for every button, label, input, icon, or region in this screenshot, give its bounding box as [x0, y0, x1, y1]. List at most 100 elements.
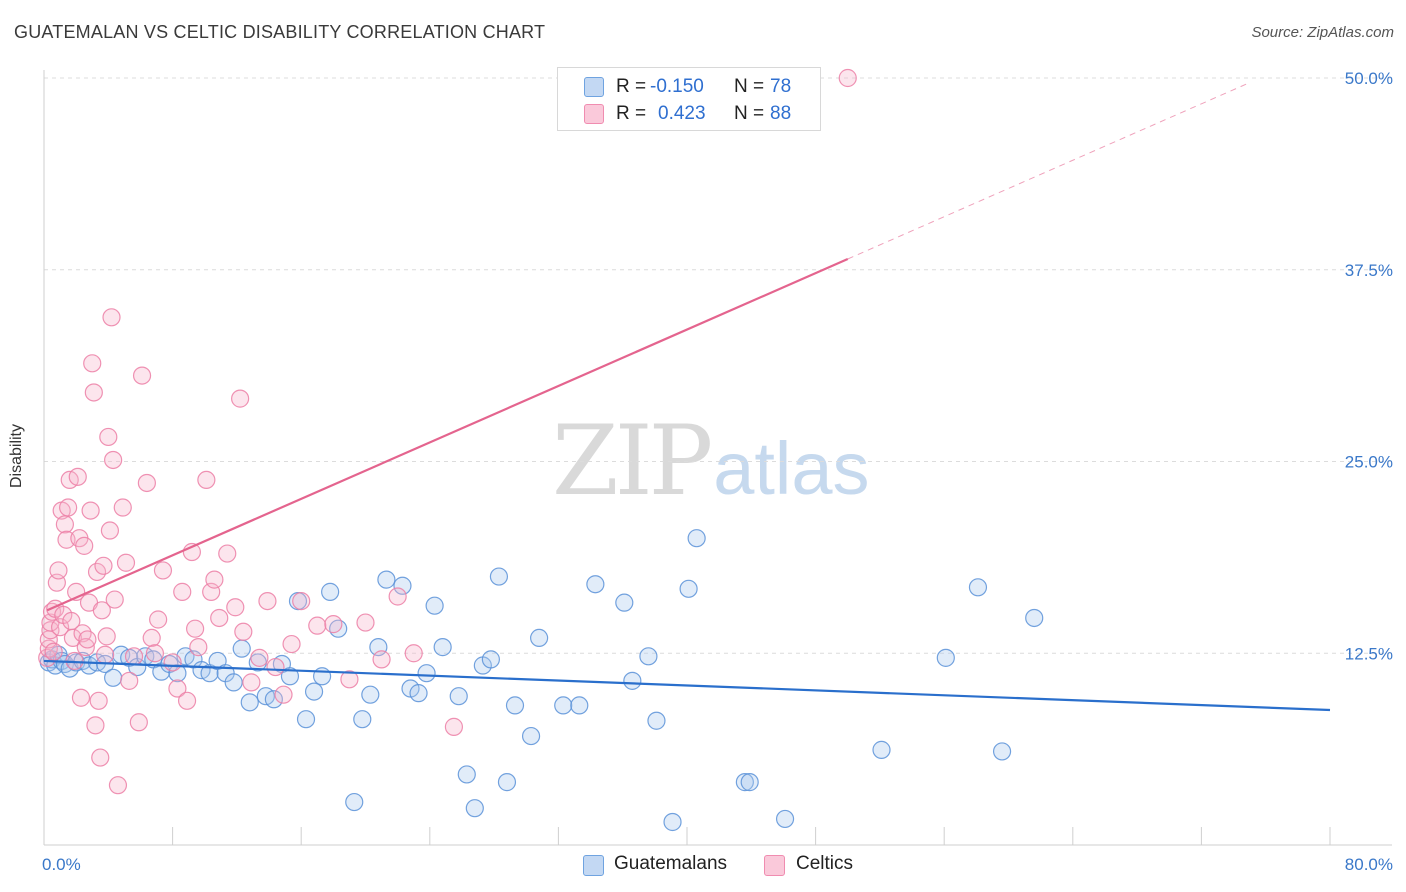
celtics-point: [86, 716, 105, 735]
celtics-point: [78, 630, 97, 649]
guatemalans-point: [417, 664, 436, 683]
y-tick-label: 50.0%: [1345, 69, 1393, 88]
guatemalans-point: [647, 711, 666, 730]
guatemalans-legend-label: Guatemalans: [614, 853, 728, 874]
celtics-point: [145, 644, 165, 663]
celtics-point: [120, 671, 139, 690]
celtics-legend-label: Celtics: [796, 853, 854, 874]
celtics-point: [89, 691, 108, 710]
celtics-point: [197, 470, 216, 490]
guatemalans-point: [554, 696, 573, 715]
y-tick-label: 25.0%: [1345, 453, 1393, 472]
celtics-point: [282, 634, 301, 654]
celtics-point: [113, 498, 132, 517]
guatemalans-legend-swatch: [583, 855, 604, 876]
y-tick-label: 12.5%: [1345, 644, 1393, 663]
guatemalans-r-label: R =: [616, 76, 647, 97]
celtics-point: [324, 615, 343, 634]
celtics-point: [231, 389, 250, 408]
guatemalans-point: [936, 648, 955, 667]
guatemalans-point: [489, 567, 509, 586]
guatemalans-point: [377, 570, 396, 589]
celtics-point: [308, 616, 327, 635]
celtics-swatch: [584, 104, 604, 124]
celtics-point: [258, 591, 277, 611]
watermark: ZIPatlas: [552, 405, 870, 517]
guatemalans-point: [280, 667, 300, 686]
guatemalans-point: [615, 593, 634, 612]
guatemalans-r-value: -0.150: [650, 76, 704, 97]
guatemalans-point: [968, 578, 988, 597]
celtics-point: [68, 467, 87, 486]
celtics-point: [372, 650, 391, 669]
celtics-point: [218, 544, 237, 563]
celtics-point: [163, 653, 182, 672]
trend-lines: [43, 82, 1331, 712]
celtics-point: [142, 628, 161, 648]
guatemalans-points: [39, 529, 1044, 832]
celtics-point: [83, 354, 102, 373]
celtics-n-label: N =: [734, 103, 765, 124]
celtics-point: [186, 619, 205, 638]
celtics-points: [38, 68, 857, 795]
celtics-point: [59, 498, 78, 517]
celtics-point: [92, 601, 111, 620]
celtics-point: [100, 521, 120, 540]
axes: [43, 70, 1392, 846]
guatemalans-point: [393, 576, 412, 595]
celtics-r-value: 0.423: [658, 103, 706, 124]
celtics-point: [189, 638, 208, 657]
guatemalans-point: [586, 575, 605, 594]
celtics-point: [226, 598, 245, 617]
celtics-point: [266, 657, 285, 677]
guatemalans-point: [505, 696, 525, 715]
celtics-point: [168, 679, 187, 698]
celtics-point: [75, 536, 94, 555]
celtics-point: [205, 570, 224, 589]
tick-labels: 12.5% 25.0% 37.5% 50.0% 0.0% 80.0%: [42, 69, 1393, 874]
guatemalans-point: [353, 710, 372, 729]
celtics-point: [116, 553, 136, 572]
guatemalans-point: [457, 765, 476, 784]
guatemalans-point: [530, 628, 549, 648]
celtics-point: [91, 748, 110, 767]
celtics-point: [105, 590, 124, 609]
guatemalans-point: [679, 579, 698, 598]
chart-title: GUATEMALAN VS CELTIC DISABILITY CORRELAT…: [14, 22, 546, 42]
celtics-point: [104, 450, 123, 470]
guatemalans-n-value: 78: [770, 76, 792, 97]
celtics-point: [404, 644, 423, 663]
guatemalans-point: [872, 740, 891, 759]
celtics-trend-line: [46, 258, 849, 612]
guatemalans-point: [304, 682, 324, 701]
celtics-point: [153, 561, 173, 580]
guatemalans-point: [570, 696, 589, 715]
guatemalans-point: [465, 799, 484, 818]
x-tick-label-min: 0.0%: [42, 855, 81, 874]
guatemalans-swatch: [584, 77, 604, 97]
celtics-point: [242, 673, 261, 692]
guatemalans-point: [240, 693, 259, 712]
guatemalans-point: [1025, 608, 1044, 628]
grid-lines: [44, 77, 1392, 654]
chart-source: Source: ZipAtlas.com: [1251, 24, 1394, 41]
guatemalans-point: [775, 809, 795, 829]
guatemalans-point: [639, 647, 658, 666]
celtics-point: [292, 591, 311, 611]
guatemalans-point: [481, 650, 500, 669]
celtics-point: [129, 713, 148, 732]
celtics-point: [356, 613, 375, 632]
celtics-point: [250, 648, 269, 667]
celtics-point: [81, 501, 100, 520]
guatemalans-point: [361, 685, 380, 704]
guatemalans-point: [449, 687, 468, 706]
celtics-point: [55, 515, 74, 534]
celtics-point: [49, 561, 68, 580]
celtics-point: [44, 642, 63, 661]
guatemalans-point: [104, 668, 123, 687]
celtics-point: [39, 639, 58, 658]
celtics-point: [149, 610, 168, 629]
celtics-point: [340, 670, 359, 689]
celtics-point: [132, 366, 152, 385]
